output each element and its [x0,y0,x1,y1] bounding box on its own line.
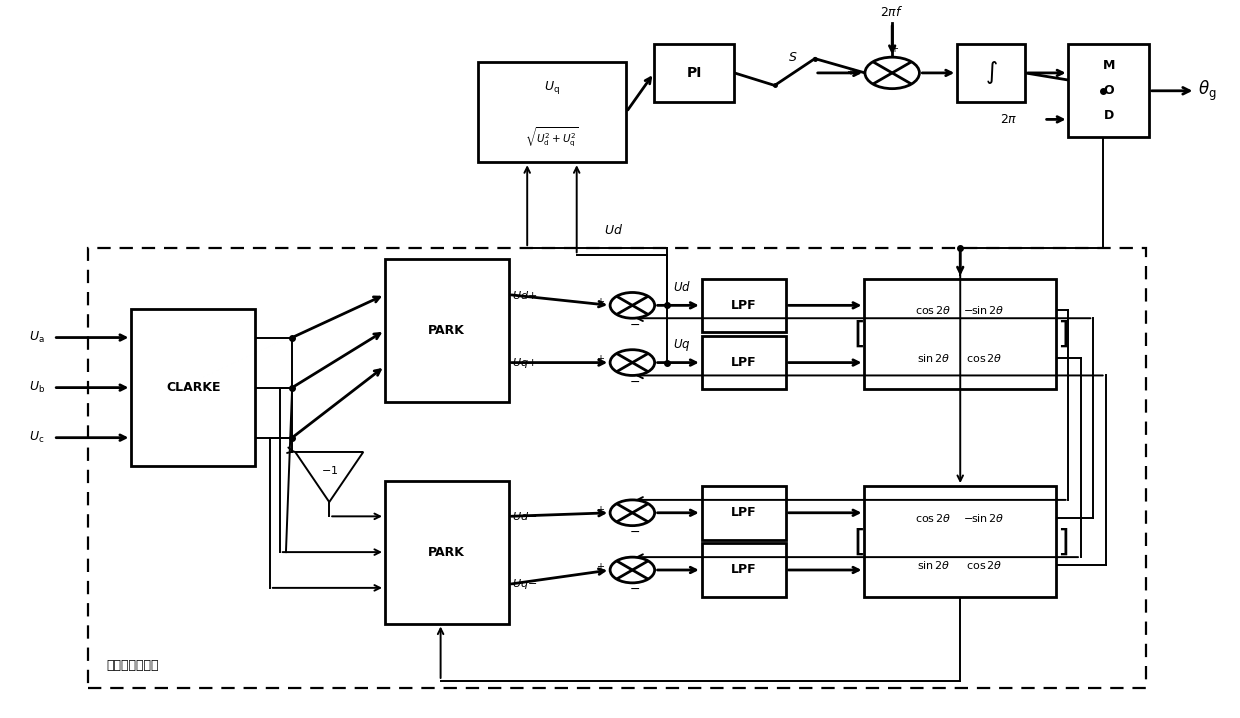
Bar [1069,45,1149,137]
Text: $Ud{-}$: $Ud{-}$ [512,510,538,523]
Text: $\int$: $\int$ [985,60,998,86]
Bar [957,45,1025,101]
Bar [702,336,786,389]
Bar [702,486,786,540]
Text: $U_{\rm c}$: $U_{\rm c}$ [29,430,45,445]
Text: $+$: $+$ [846,66,854,77]
Circle shape [610,292,655,318]
Text: $S$: $S$ [789,51,799,64]
Circle shape [610,557,655,583]
Bar [477,62,626,162]
Bar [384,480,508,624]
Text: LPF: LPF [730,299,756,312]
Bar [88,248,1146,688]
Text: $[$: $[$ [853,526,863,556]
Text: $-$: $-$ [629,317,640,330]
Text: D: D [1104,109,1114,122]
Text: $+$: $+$ [595,353,605,365]
Text: $]$: $]$ [1056,319,1068,349]
Text: $Ud{+}$: $Ud{+}$ [512,289,538,301]
Text: $+$: $+$ [595,297,605,307]
Bar [864,279,1056,389]
Text: $Uq{+}$: $Uq{+}$ [512,355,538,370]
Text: $U_{\rm q}$: $U_{\rm q}$ [544,79,560,95]
Text: M: M [1102,60,1115,73]
Text: $U_{\rm a}$: $U_{\rm a}$ [29,330,45,345]
Text: LPF: LPF [730,356,756,369]
Circle shape [866,57,919,88]
Text: $U_{\rm b}$: $U_{\rm b}$ [29,380,45,395]
Text: $2\pi f$: $2\pi f$ [880,5,904,19]
Bar [864,486,1056,597]
Text: $-1$: $-1$ [321,464,337,476]
Text: PARK: PARK [428,546,465,559]
Text: $2\pi$: $2\pi$ [1001,113,1018,126]
Bar [384,259,508,402]
Bar [131,309,255,466]
Text: $Ud$: $Ud$ [604,223,624,237]
Text: $\cos 2\theta$    $-\!\sin 2\theta$: $\cos 2\theta$ $-\!\sin 2\theta$ [915,304,1004,317]
Text: 双旋转坐标变换: 双旋转坐标变换 [107,659,159,672]
Text: $\theta_{\rm g}$: $\theta_{\rm g}$ [1198,79,1216,103]
Text: PARK: PARK [428,324,465,337]
Text: $-$: $-$ [629,582,640,595]
Text: $]$: $]$ [1056,526,1068,556]
Text: $\sin 2\theta$     $\cos 2\theta$: $\sin 2\theta$ $\cos 2\theta$ [918,559,1003,571]
Text: CLARKE: CLARKE [166,381,221,394]
Text: LPF: LPF [730,506,756,519]
Text: $-$: $-$ [629,375,640,388]
Text: $Uq$: $Uq$ [673,337,691,353]
Bar [702,544,786,597]
Text: $+$: $+$ [890,43,899,54]
Text: $+$: $+$ [595,504,605,515]
Text: $-$: $-$ [629,525,640,538]
Text: O: O [1104,84,1114,98]
Text: $\sin 2\theta$     $\cos 2\theta$: $\sin 2\theta$ $\cos 2\theta$ [918,352,1003,363]
Text: LPF: LPF [730,564,756,577]
Text: PI: PI [687,66,702,80]
Text: $[$: $[$ [853,319,863,349]
Bar [702,279,786,332]
Text: $+$: $+$ [595,561,605,572]
Text: $\cos 2\theta$    $-\!\sin 2\theta$: $\cos 2\theta$ $-\!\sin 2\theta$ [915,512,1004,523]
Text: $Uq{-}$: $Uq{-}$ [512,577,538,592]
Circle shape [610,500,655,526]
Bar [653,45,734,101]
Text: $Ud$: $Ud$ [673,281,691,294]
Circle shape [610,350,655,376]
Text: $\sqrt{U_{\rm d}^2+U_{\rm q}^2}$: $\sqrt{U_{\rm d}^2+U_{\rm q}^2}$ [525,126,579,149]
Polygon shape [295,452,363,502]
